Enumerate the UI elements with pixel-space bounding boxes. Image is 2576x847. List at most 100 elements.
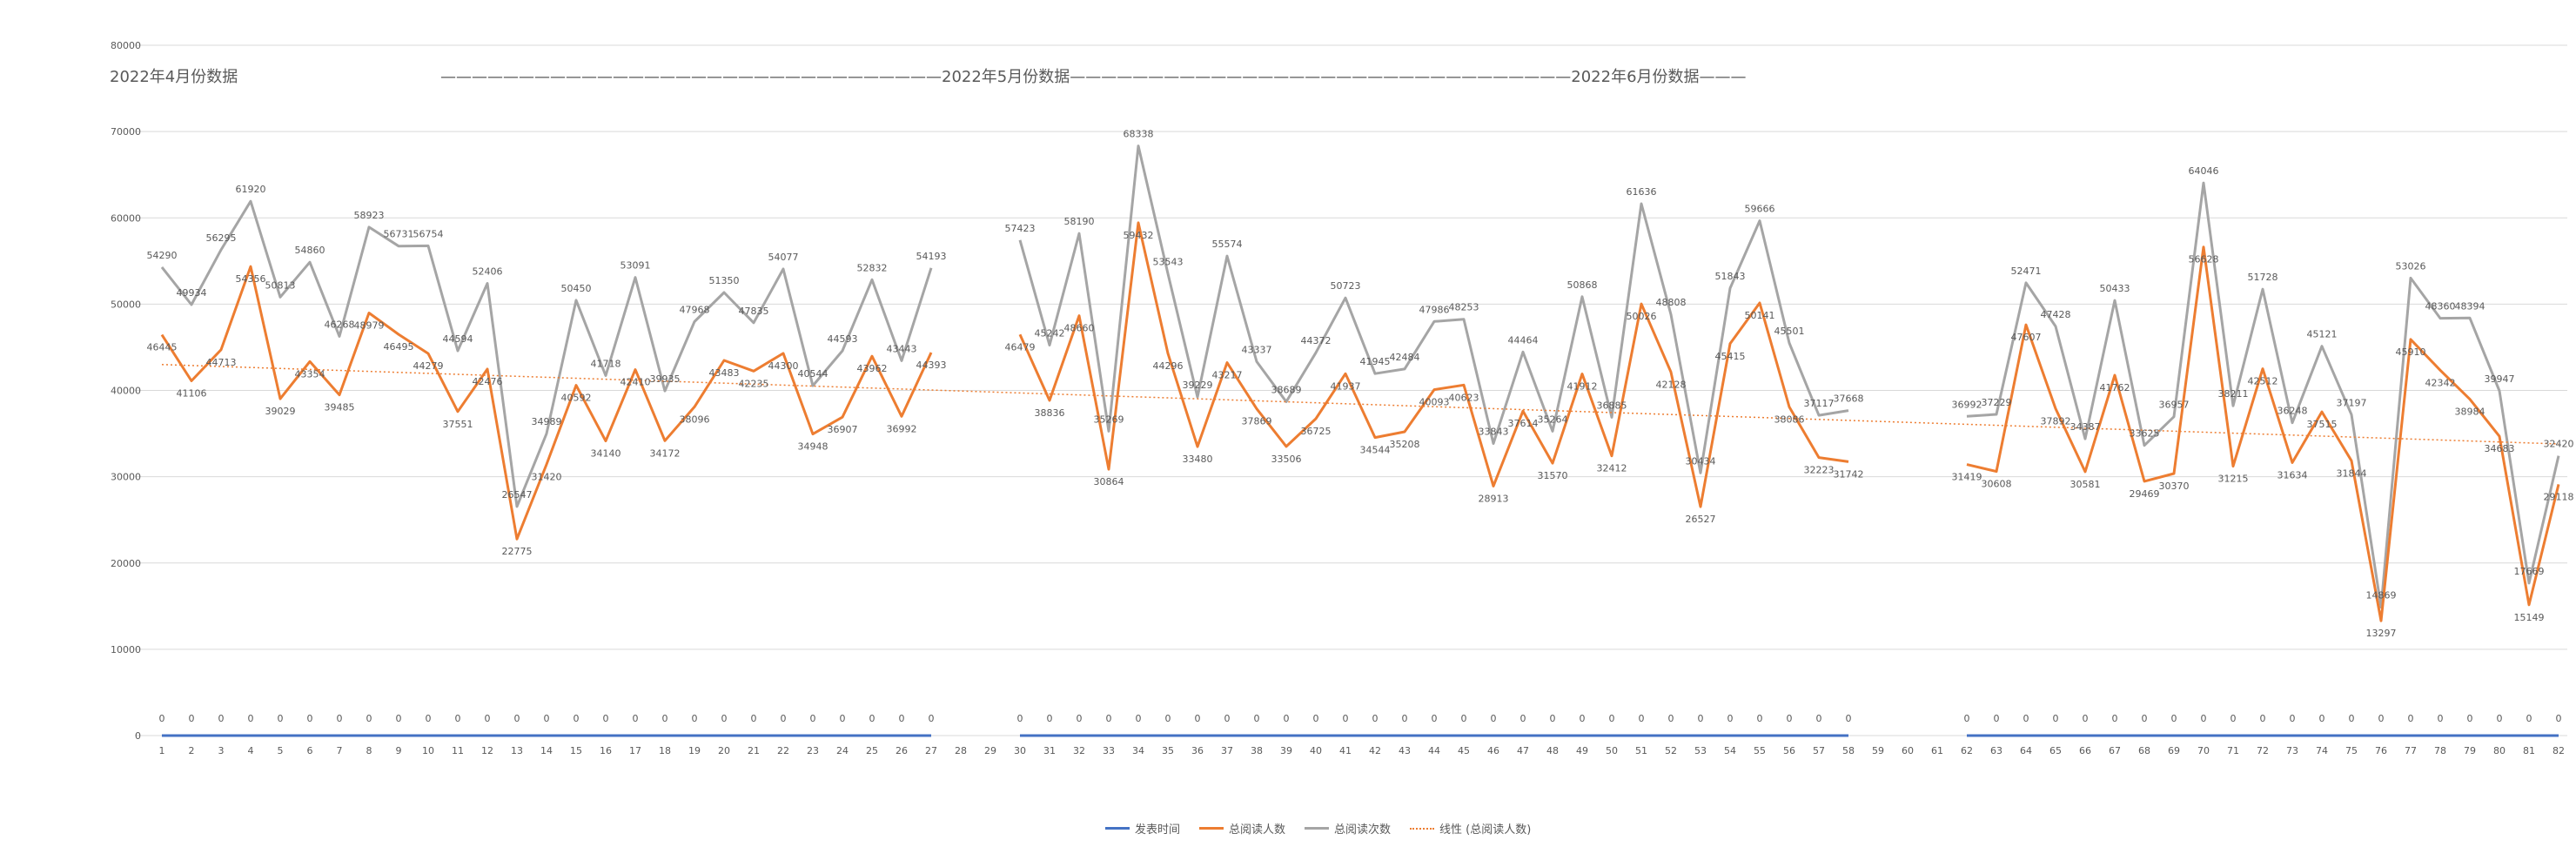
data-label-readers: 40623 — [1449, 392, 1479, 403]
data-label-readers: 38096 — [680, 413, 710, 425]
x-tick-label: 18 — [659, 745, 671, 756]
data-label-publish: 0 — [2053, 713, 2059, 724]
data-label-reads: 46268 — [325, 319, 355, 330]
x-tick-label: 80 — [2493, 745, 2506, 756]
data-label-publish: 0 — [2378, 713, 2385, 724]
data-label-reads: 56731 — [384, 229, 414, 240]
x-tick-label: 9 — [396, 745, 402, 756]
x-tick-label: 23 — [807, 745, 819, 756]
data-label-reads: 53543 — [1153, 256, 1184, 267]
data-label-reads: 50723 — [1331, 280, 1361, 292]
data-label-reads: 50450 — [561, 283, 592, 294]
data-label-readers: 47607 — [2011, 332, 2042, 343]
data-label-reads: 47968 — [680, 305, 710, 316]
trend-layer — [161, 364, 2559, 445]
data-label-reads: 36885 — [1597, 400, 1627, 411]
y-tick-label: 80000 — [111, 40, 141, 51]
x-tick-label: 16 — [600, 745, 612, 756]
data-label-readers: 38086 — [1774, 413, 1805, 425]
data-label-publish: 0 — [2083, 713, 2089, 724]
data-label-reads: 33843 — [1479, 427, 1509, 438]
data-label-reads: 56295 — [206, 232, 237, 244]
data-label-publish: 0 — [218, 713, 225, 724]
data-label-publish: 0 — [721, 713, 728, 724]
x-tick-label: 70 — [2197, 745, 2210, 756]
legend-label-trend: 线性 (总阅读人数) — [1439, 823, 1532, 837]
y-tick-label: 50000 — [111, 299, 141, 310]
data-label-publish: 0 — [869, 713, 875, 724]
data-label-publish: 0 — [514, 713, 520, 724]
x-tick-label: 4 — [248, 745, 254, 756]
y-tick-label: 10000 — [111, 644, 141, 655]
data-label-readers: 30581 — [2070, 479, 2101, 490]
data-label-readers: 48979 — [354, 319, 385, 331]
x-tick-label: 22 — [777, 745, 789, 756]
data-label-reads: 48394 — [2455, 300, 2485, 312]
data-label-reads: 41718 — [591, 358, 621, 369]
y-tick-label: 40000 — [111, 386, 141, 397]
data-label-reads: 53091 — [621, 260, 651, 272]
x-tick-label: 39 — [1280, 745, 1292, 756]
data-label-readers: 56628 — [2189, 254, 2219, 266]
data-label-reads: 35264 — [1538, 413, 1568, 425]
x-tick-label: 41 — [1339, 745, 1352, 756]
y-tick-label: 0 — [135, 730, 141, 742]
data-label-reads: 36957 — [2159, 400, 2190, 411]
data-label-reads: 52406 — [473, 266, 503, 278]
x-tick-label: 66 — [2079, 745, 2091, 756]
x-tick-label: 11 — [452, 745, 464, 756]
x-tick-label: 63 — [1990, 745, 2002, 756]
x-tick-label: 30 — [1014, 745, 1026, 756]
legend-item-readers: 总阅读人数 — [1199, 820, 1285, 837]
data-label-publish: 0 — [633, 713, 639, 724]
x-tick-label: 52 — [1665, 745, 1677, 756]
data-label-publish: 0 — [1195, 713, 1201, 724]
data-label-reads: 41945 — [1360, 356, 1391, 367]
data-label-reads: 49934 — [177, 287, 207, 299]
data-label-publish: 0 — [1136, 713, 1142, 724]
data-label-readers: 33506 — [1271, 454, 1302, 465]
may-june-section-title: ————————————————————————————————2022年5月份… — [440, 68, 1747, 86]
data-label-publish: 0 — [1402, 713, 1408, 724]
data-label-readers: 43217 — [1212, 370, 1243, 381]
data-label-readers: 50026 — [1627, 311, 1657, 322]
data-label-reads: 48253 — [1449, 302, 1479, 313]
x-tick-label: 67 — [2109, 745, 2121, 756]
data-label-publish: 0 — [1343, 713, 1349, 724]
y-tick-label: 30000 — [111, 472, 141, 483]
data-label-publish: 0 — [1639, 713, 1645, 724]
data-label-readers: 32412 — [1597, 463, 1627, 474]
data-label-publish: 0 — [278, 713, 284, 724]
data-label-reads: 14869 — [2366, 590, 2397, 602]
data-label-readers: 40093 — [1419, 397, 1450, 408]
x-tick-label: 76 — [2375, 745, 2387, 756]
data-label-readers: 30608 — [1982, 479, 2012, 490]
data-label-reads: 50433 — [2100, 283, 2130, 294]
data-label-publish: 0 — [1994, 713, 2000, 724]
legend-item-reads: 总阅读次数 — [1305, 820, 1391, 837]
data-label-publish: 0 — [366, 713, 372, 724]
x-tick-label: 59 — [1872, 745, 1884, 756]
data-label-reads: 52832 — [857, 262, 888, 273]
data-label-readers: 44393 — [916, 360, 947, 371]
legend-item-trend: 线性 (总阅读人数) — [1410, 820, 1531, 837]
data-label-publish: 0 — [2408, 713, 2414, 724]
data-label-publish: 0 — [2319, 713, 2325, 724]
data-label-readers: 31742 — [1834, 468, 1864, 480]
x-tick-label: 10 — [422, 745, 434, 756]
data-label-readers: 34544 — [1360, 445, 1391, 456]
data-label-reads: 37229 — [1982, 397, 2012, 408]
data-label-reads: 44593 — [828, 333, 858, 345]
x-tick-label: 20 — [718, 745, 730, 756]
data-label-publish: 0 — [692, 713, 698, 724]
data-label-reads: 58923 — [354, 210, 385, 221]
data-label-reads: 44372 — [1301, 335, 1332, 346]
data-label-reads: 43337 — [1242, 344, 1272, 355]
data-label-publish: 0 — [1165, 713, 1171, 724]
data-label-publish: 0 — [1609, 713, 1615, 724]
data-label-publish: 0 — [307, 713, 313, 724]
x-tick-label: 58 — [1842, 745, 1855, 756]
data-label-readers: 36725 — [1301, 426, 1332, 437]
data-label-readers: 26527 — [1686, 514, 1716, 525]
data-label-reads: 44464 — [1508, 334, 1539, 346]
